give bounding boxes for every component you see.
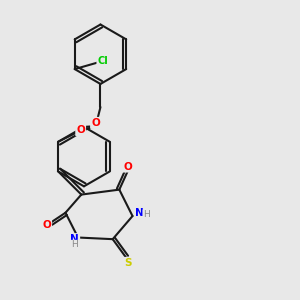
Text: H: H — [143, 210, 150, 219]
Text: O: O — [91, 118, 100, 128]
Text: N: N — [70, 234, 79, 244]
Text: O: O — [123, 161, 132, 172]
Text: N: N — [135, 208, 144, 218]
Text: H: H — [71, 240, 78, 249]
Text: O: O — [76, 125, 85, 135]
Text: O: O — [42, 220, 51, 230]
Text: S: S — [124, 258, 131, 268]
Text: Cl: Cl — [98, 56, 108, 66]
